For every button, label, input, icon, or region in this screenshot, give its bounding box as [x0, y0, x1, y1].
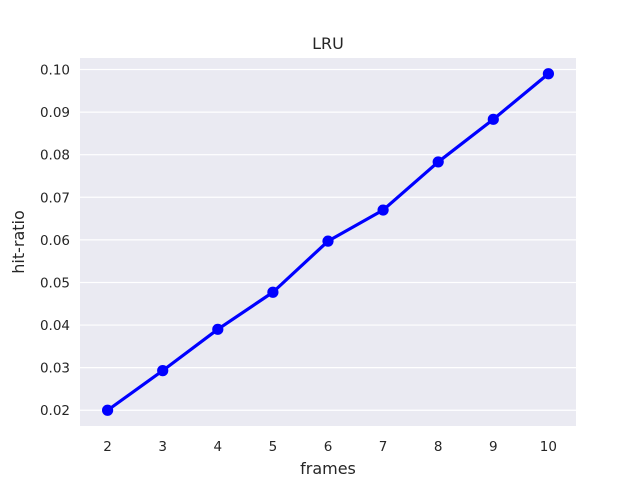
x-tick-label: 10 — [540, 439, 557, 455]
y-tick-label: 0.07 — [40, 190, 70, 206]
x-tick-label: 7 — [379, 439, 388, 455]
x-tick-label: 9 — [489, 439, 498, 455]
x-tick-label: 3 — [158, 439, 167, 455]
x-tick-label: 8 — [434, 439, 443, 455]
x-tick-label: 5 — [269, 439, 278, 455]
grid-lines — [80, 68, 576, 411]
data-point — [322, 235, 334, 247]
y-tick-label: 0.06 — [40, 233, 70, 249]
y-tick-label: 0.05 — [40, 275, 70, 291]
data-point — [157, 365, 169, 377]
data-point — [377, 204, 389, 216]
data-point — [212, 323, 224, 335]
data-point — [267, 286, 279, 298]
x-axis-label: frames — [300, 459, 356, 478]
y-tick-label: 0.04 — [40, 318, 70, 334]
data-point — [487, 113, 499, 125]
data-point — [102, 404, 114, 416]
x-tick-label: 4 — [214, 439, 223, 455]
y-axis-label: hit-ratio — [9, 210, 28, 274]
data-point — [432, 156, 444, 168]
x-tick-label: 6 — [324, 439, 333, 455]
y-tick-label: 0.02 — [40, 403, 70, 419]
y-tick-label: 0.09 — [40, 105, 70, 121]
series-layer — [102, 68, 555, 416]
y-tick-label: 0.10 — [40, 63, 70, 79]
chart-title: LRU — [312, 34, 344, 53]
x-tick-label: 2 — [103, 439, 112, 455]
data-point — [542, 68, 555, 80]
y-tick-label: 0.03 — [40, 361, 70, 377]
x-tick-labels: 2 3 4 5 6 7 8 9 10 — [103, 439, 557, 455]
y-tick-labels: 0.02 0.03 0.04 0.05 0.06 0.07 0.08 0.09 0.10 — [40, 63, 70, 420]
y-tick-label: 0.08 — [40, 148, 70, 164]
